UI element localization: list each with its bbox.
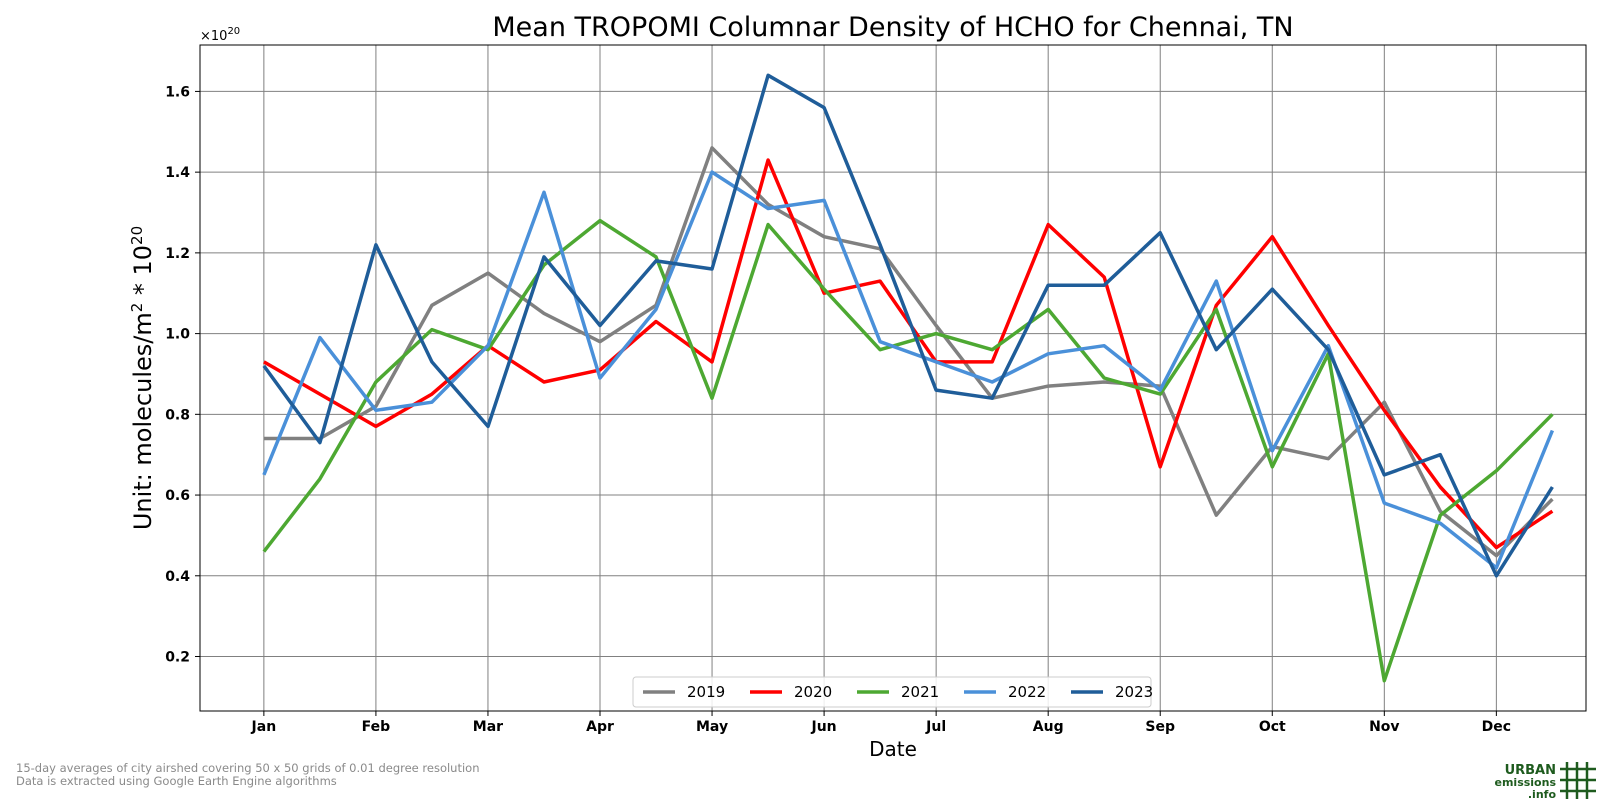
chart-title: Mean TROPOMI Columnar Density of HCHO fo… <box>492 12 1293 43</box>
y-axis-ticks: 0.2 0.4 0.6 0.8 1.0 1.2 1.4 1.6 <box>165 84 200 666</box>
plot-frame <box>199 44 1587 712</box>
y-tick-label: 1.4 <box>165 165 190 181</box>
series-line-2023 <box>262 73 1554 578</box>
y-tick-label: 0.2 <box>165 650 190 666</box>
x-tick-label: May <box>696 719 728 735</box>
y-tick-label: 0.8 <box>165 407 190 423</box>
legend-label: 2022 <box>1008 683 1046 701</box>
x-tick-label: Jul <box>925 719 946 735</box>
y-tick-label: 1.0 <box>165 327 190 343</box>
legend-box <box>632 676 1152 708</box>
series-line-2021 <box>262 218 1554 683</box>
x-tick-label: Jan <box>251 719 277 735</box>
logo-text-2: emissions <box>1495 776 1557 789</box>
logo-text-1: URBAN <box>1505 763 1556 778</box>
legend-label: 2023 <box>1115 683 1153 701</box>
legend: 2019 2020 2021 2022 2023 <box>632 676 1153 708</box>
series-lines <box>262 73 1555 683</box>
series-line-2019 <box>263 146 1554 558</box>
y-tick-label: 1.2 <box>165 246 190 262</box>
footer-note-1: 15-day averages of city airshed covering… <box>16 761 480 775</box>
x-tick-label: Mar <box>473 719 503 735</box>
x-tick-label: Jun <box>811 719 837 735</box>
x-tick-label: Sep <box>1145 719 1175 735</box>
y-axis-multiplier: ×1020 <box>200 26 240 44</box>
y-tick-label: 1.6 <box>165 84 190 100</box>
x-tick-label: Feb <box>362 719 391 735</box>
x-tick-label: Apr <box>586 719 614 735</box>
x-tick-label: Aug <box>1033 719 1064 735</box>
urban-emissions-logo: URBAN emissions .info <box>1495 762 1596 800</box>
series-line-2020 <box>263 158 1554 550</box>
x-axis-ticks: Jan Feb Mar Apr May Jun Jul Aug Sep Oct Nov Dec <box>251 711 1511 735</box>
x-tick-label: Dec <box>1482 719 1511 735</box>
y-axis-label: Unit: molecules/m2 * 1020 <box>128 226 157 530</box>
x-tick-label: Nov <box>1369 719 1399 735</box>
footer-note-2: Data is extracted using Google Earth Eng… <box>16 774 337 788</box>
grid-logo-icon <box>1560 762 1596 799</box>
y-tick-label: 0.6 <box>165 488 190 504</box>
legend-label: 2021 <box>901 683 939 701</box>
grid-lines <box>200 45 1586 711</box>
legend-label: 2020 <box>794 683 832 701</box>
x-axis-label: Date <box>869 737 917 761</box>
y-tick-label: 0.4 <box>165 569 190 585</box>
legend-label: 2019 <box>687 683 725 701</box>
x-tick-label: Oct <box>1259 719 1286 735</box>
logo-text-3: .info <box>1528 788 1557 800</box>
